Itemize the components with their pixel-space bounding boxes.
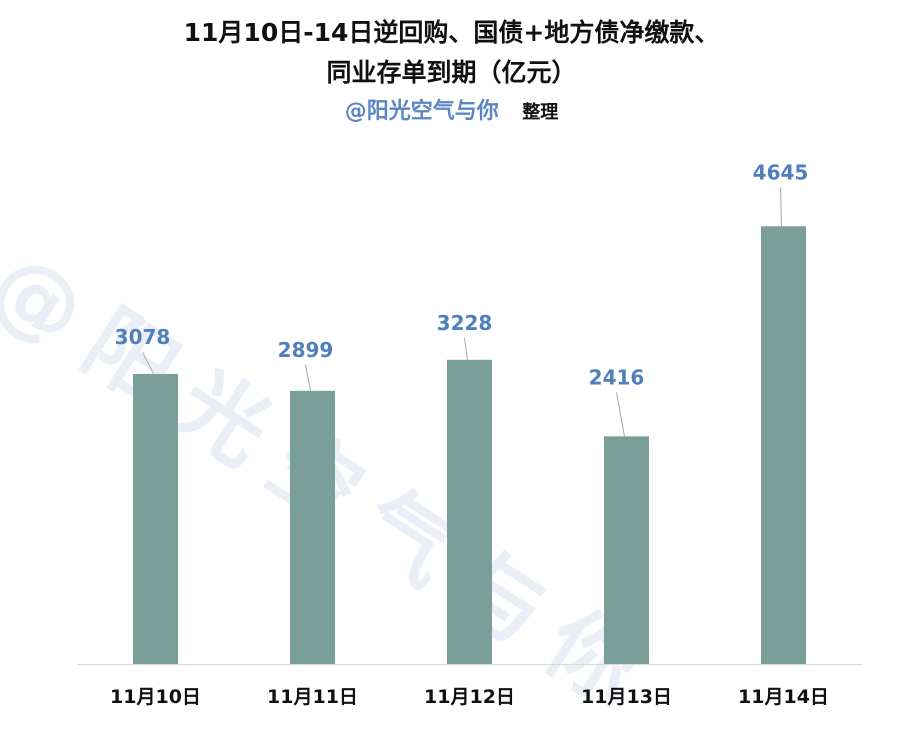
x-tick-label: 11月10日: [110, 686, 201, 708]
data-label: 2899: [278, 338, 334, 362]
data-label-leader: [464, 337, 468, 360]
author-handle: @阳光空气与你: [344, 99, 499, 124]
chart-title-line-2: 同业存单到期（亿元）: [326, 58, 577, 87]
data-label-leader: [305, 364, 311, 391]
data-label: 3078: [115, 325, 171, 349]
chart-credit: @阳光空气与你 整理: [0, 98, 903, 127]
data-label-leader: [780, 187, 782, 227]
x-tick-label: 11月14日: [738, 686, 829, 708]
chart-title-line-1: 11月10日-14日逆回购、国债+地方债净缴款、: [183, 18, 720, 47]
bar: [447, 359, 492, 664]
credit-note: 整理: [522, 102, 559, 123]
data-label: 2416: [589, 365, 645, 389]
bar: [133, 373, 178, 664]
x-tick-label: 11月13日: [581, 686, 672, 708]
x-tick-label: 11月12日: [424, 686, 515, 708]
data-label: 3228: [437, 311, 493, 335]
bar: [604, 436, 649, 664]
data-label-leader: [616, 392, 625, 437]
bar: [761, 226, 806, 665]
data-label-leader: [142, 351, 154, 375]
bar-chart: 3078 11月10日 2899 11月11日 3228 11月12日 2416 11月13日…: [77, 160, 862, 708]
data-label: 4645: [753, 160, 809, 184]
x-tick-label: 11月11日: [267, 686, 358, 708]
bar: [290, 390, 335, 664]
